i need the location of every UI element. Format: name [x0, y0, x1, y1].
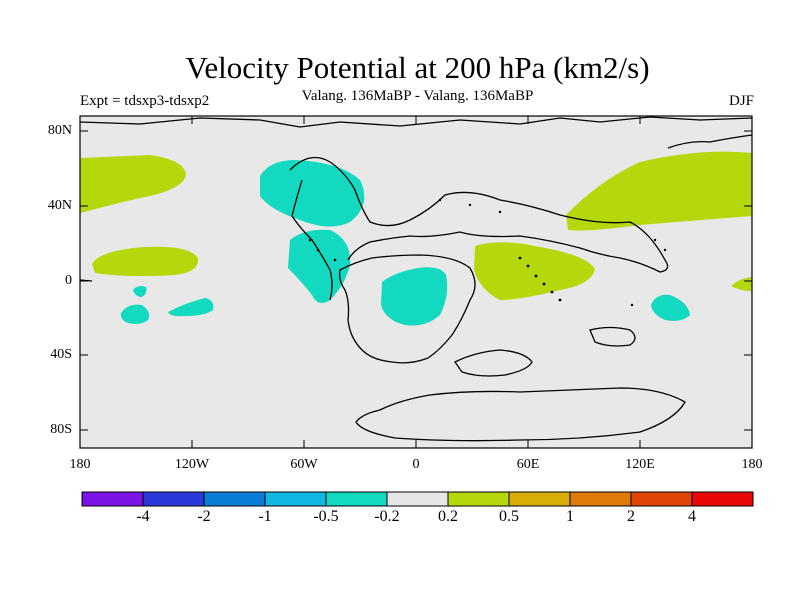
plot-subtitle: Valang. 136MaBP - Valang. 136MaBP [301, 88, 534, 104]
x-label-60w: 60W [290, 457, 318, 472]
plot-title: Velocity Potential at 200 hPa (km2/s) [185, 50, 650, 85]
coastlines [79, 116, 753, 442]
positive-region-north-pacific [80, 155, 186, 213]
x-label-60e: 60E [516, 457, 540, 472]
colorbar-swatch-7 [447, 491, 510, 507]
y-label-80n: 80N [47, 123, 72, 138]
colorbar-label-4: -0.5 [313, 508, 339, 525]
positive-region-tropical-pacific [92, 246, 199, 277]
colorbar-swatch-1 [81, 491, 144, 507]
y-label-80s: 80S [50, 422, 72, 437]
x-label-120e: 120E [625, 457, 655, 472]
colorbar-swatch-8 [508, 491, 571, 507]
colorbar-swatch-3 [203, 491, 266, 507]
negative-region-south-atlantic [381, 267, 448, 326]
colorbar-label-5: -0.2 [374, 508, 400, 525]
colorbar-label-10: 4 [688, 508, 696, 525]
x-label-180-right: 180 [741, 457, 763, 472]
colorbar-swatch-10 [630, 491, 693, 507]
negative-region-north-america [260, 160, 365, 227]
colorbar-label-9: 2 [627, 508, 635, 525]
y-label-0: 0 [65, 273, 72, 288]
colorbar-swatch-9 [569, 491, 632, 507]
colorbar-label-1: -4 [136, 508, 150, 525]
colorbar [81, 491, 754, 507]
season-label: DJF [728, 93, 754, 109]
colorbar-label-2: -2 [197, 508, 211, 525]
negative-region-south-pacific-b [168, 298, 214, 317]
positive-region-tethys [474, 242, 595, 300]
colorbar-swatch-6 [386, 491, 449, 507]
island-dots [308, 198, 667, 307]
colorbar-swatch-5 [325, 491, 388, 507]
colorbar-label-3: -1 [258, 508, 272, 525]
x-label-120w: 120W [174, 457, 210, 472]
colorbar-swatch-2 [142, 491, 205, 507]
x-label-0: 0 [412, 457, 420, 472]
positive-region-north-asia [566, 151, 752, 231]
colorbar-swatch-4 [264, 491, 327, 507]
y-label-40s: 40S [50, 347, 72, 362]
y-axis-ticks [80, 130, 752, 431]
x-label-180-left: 180 [69, 457, 91, 472]
colorbar-label-6: 0.2 [438, 508, 458, 525]
colorbar-label-7: 0.5 [499, 508, 519, 525]
colorbar-swatch-11 [691, 491, 754, 507]
negative-region-south-pacific-a [120, 304, 150, 324]
negative-region-east-indian [651, 294, 690, 321]
negative-region-small-patch [133, 286, 147, 297]
positive-anomaly-regions [80, 151, 752, 300]
y-label-40n: 40N [47, 198, 72, 213]
negative-region-central-america [288, 229, 351, 304]
colorbar-label-8: 1 [566, 508, 574, 525]
experiment-label: Expt = tdsxp3-tdsxp2 [80, 93, 210, 109]
negative-anomaly-regions [120, 160, 690, 326]
x-axis-ticks [79, 116, 753, 448]
